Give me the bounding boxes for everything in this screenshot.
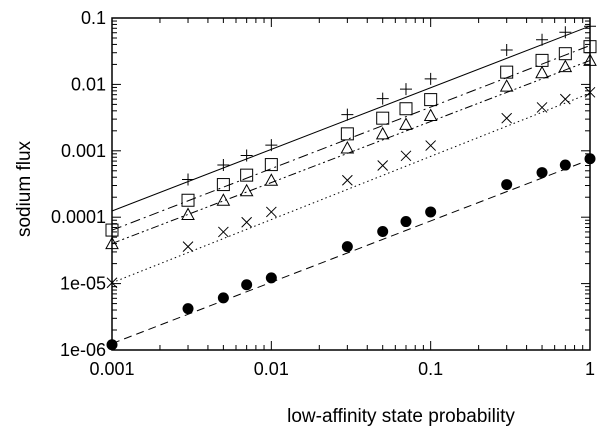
plus-marker — [424, 72, 437, 85]
triangle-marker — [375, 126, 390, 140]
cross-marker — [400, 150, 412, 162]
x-axis-label: low-affinity state probability — [287, 406, 515, 427]
plus-marker — [217, 159, 230, 172]
series-line-circle — [111, 159, 591, 345]
circle-marker — [536, 167, 548, 179]
plus-marker — [536, 33, 549, 46]
cross-marker — [342, 174, 353, 186]
triangle-marker — [239, 183, 254, 197]
y-tick-label: 0.0001 — [51, 207, 106, 227]
series-line-plus — [111, 25, 591, 212]
triangle-marker — [264, 173, 279, 186]
triangle-marker — [399, 117, 413, 130]
square-marker — [424, 93, 438, 107]
circle-marker — [425, 206, 437, 218]
plus-marker — [182, 173, 195, 186]
x-tick-label: 1 — [585, 359, 595, 379]
cross-marker — [559, 93, 571, 105]
circle-marker — [265, 272, 277, 284]
y-axis-label: sodium flux — [14, 140, 35, 237]
cross-marker — [425, 140, 437, 151]
cross-marker — [218, 226, 229, 238]
square-marker — [264, 158, 278, 172]
circle-marker — [341, 241, 353, 253]
cross-marker — [377, 160, 389, 171]
y-tick-label: 1e-05 — [60, 274, 106, 294]
x-tick-label: 0.01 — [254, 359, 289, 379]
plus-marker — [265, 139, 278, 152]
triangle-marker — [216, 193, 231, 206]
triangle-marker — [558, 59, 573, 73]
plot-frame — [111, 17, 591, 351]
square-marker — [399, 102, 413, 116]
series-line-square — [111, 45, 591, 231]
circle-marker — [501, 179, 513, 191]
triangle-marker — [535, 65, 549, 79]
plus-marker — [341, 108, 354, 121]
square-marker — [216, 178, 230, 192]
y-tick-label: 1e-06 — [60, 340, 106, 360]
square-marker — [181, 193, 195, 207]
cross-marker — [241, 216, 253, 228]
y-tick-label: 0.01 — [71, 74, 106, 94]
square-marker — [340, 127, 354, 141]
plus-marker — [376, 92, 389, 105]
triangle-marker — [181, 207, 195, 220]
triangle-marker — [340, 141, 355, 154]
series-lines — [111, 25, 591, 345]
circle-marker — [400, 216, 412, 228]
cross-marker — [501, 112, 513, 124]
circle-marker — [182, 303, 194, 315]
circle-marker — [241, 279, 253, 291]
axis-ticks: 0.001 0.01 0.1 1 1e-06 1e-05 0.0001 0.001 0.01 0.… — [51, 8, 595, 379]
square-marker — [558, 47, 572, 61]
square-marker — [240, 168, 254, 182]
cross-marker — [265, 206, 277, 218]
triangle-marker — [499, 79, 514, 92]
series-line-cross — [111, 92, 591, 284]
circle-marker — [217, 292, 229, 304]
square-marker — [376, 111, 390, 125]
plus-marker — [399, 83, 412, 96]
plus-marker — [500, 43, 513, 56]
plus-marker — [559, 26, 572, 39]
circle-marker — [377, 225, 389, 237]
x-tick-label: 0.1 — [418, 359, 443, 379]
plus-marker — [240, 149, 253, 162]
triangle-marker — [423, 108, 438, 122]
cross-marker — [182, 241, 194, 253]
square-marker — [500, 65, 514, 79]
y-tick-label: 0.001 — [61, 141, 106, 161]
cross-marker — [536, 102, 548, 113]
circle-marker — [559, 159, 571, 171]
x-tick-label: 0.001 — [89, 359, 134, 379]
y-tick-label: 0.1 — [81, 8, 106, 28]
series-markers — [105, 20, 597, 351]
